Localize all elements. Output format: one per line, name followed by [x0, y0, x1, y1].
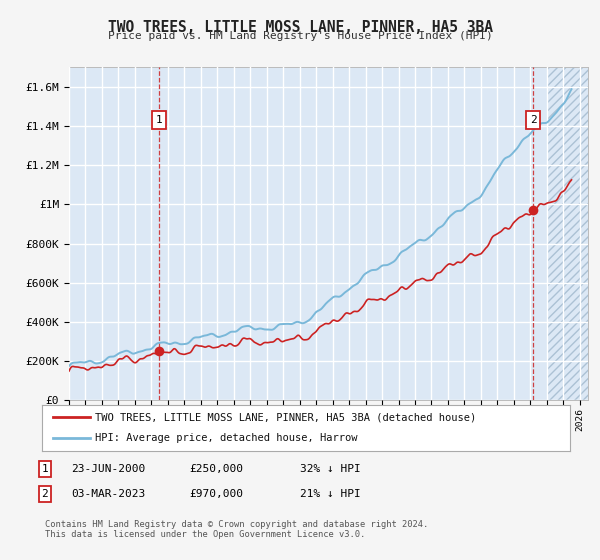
Text: TWO TREES, LITTLE MOSS LANE, PINNER, HA5 3BA (detached house): TWO TREES, LITTLE MOSS LANE, PINNER, HA5… — [95, 412, 476, 422]
Text: HPI: Average price, detached house, Harrow: HPI: Average price, detached house, Harr… — [95, 433, 358, 444]
Text: £250,000: £250,000 — [189, 464, 243, 474]
Text: 32% ↓ HPI: 32% ↓ HPI — [300, 464, 361, 474]
Text: 2: 2 — [530, 115, 536, 125]
Bar — [547, 67, 588, 400]
Text: 23-JUN-2000: 23-JUN-2000 — [71, 464, 145, 474]
Text: £970,000: £970,000 — [189, 489, 243, 499]
Text: 1: 1 — [156, 115, 163, 125]
Text: TWO TREES, LITTLE MOSS LANE, PINNER, HA5 3BA: TWO TREES, LITTLE MOSS LANE, PINNER, HA5… — [107, 20, 493, 35]
Text: 21% ↓ HPI: 21% ↓ HPI — [300, 489, 361, 499]
Text: 2: 2 — [41, 489, 49, 499]
Text: Contains HM Land Registry data © Crown copyright and database right 2024.
This d: Contains HM Land Registry data © Crown c… — [45, 520, 428, 539]
Text: Price paid vs. HM Land Registry's House Price Index (HPI): Price paid vs. HM Land Registry's House … — [107, 31, 493, 41]
Bar — [547, 67, 588, 400]
Text: 1: 1 — [41, 464, 49, 474]
Text: 03-MAR-2023: 03-MAR-2023 — [71, 489, 145, 499]
